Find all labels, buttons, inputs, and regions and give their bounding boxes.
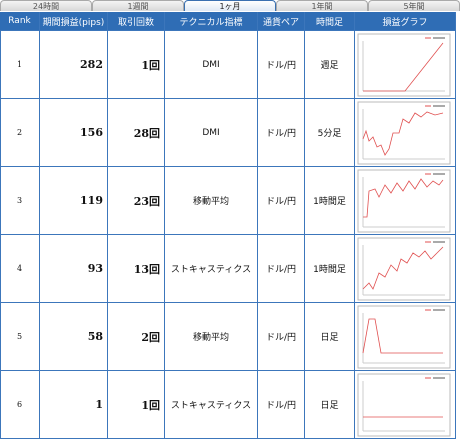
cell-rank: 4 (0, 235, 40, 303)
graph-legend (433, 376, 445, 379)
profit-graph (357, 33, 451, 96)
cell-pips: 156 (40, 99, 108, 167)
cell-pips: 282 (40, 31, 108, 99)
tab[interactable]: 1ヶ月 (184, 0, 276, 11)
graph-legend (433, 104, 445, 107)
cell-trades: 13回 (108, 235, 165, 303)
graph-frame (357, 305, 451, 368)
graph-frame (357, 101, 451, 164)
graph-cell (355, 371, 456, 439)
profit-graph (357, 101, 451, 164)
column-header: 通貨ペア (258, 12, 305, 31)
cell-rank: 5 (0, 303, 40, 371)
graph-cell (355, 235, 456, 303)
tab[interactable]: 24時間 (0, 0, 92, 11)
cell-timeframe: 日足 (305, 371, 355, 439)
cell-trades: 28回 (108, 99, 165, 167)
graph-legend (433, 172, 445, 175)
graph-line (363, 42, 444, 91)
cell-indicator: ストキャスティクス (165, 371, 258, 439)
cell-pair: ドル/円 (258, 31, 305, 99)
graph-cell (355, 303, 456, 371)
graph-legend (433, 308, 445, 311)
cell-pips: 93 (40, 235, 108, 303)
tab[interactable]: 1年間 (276, 0, 368, 11)
cell-trades: 1回 (108, 371, 165, 439)
graph-frame (357, 373, 451, 436)
cell-timeframe: 1時間足 (305, 167, 355, 235)
cell-trades: 23回 (108, 167, 165, 235)
profit-graph (357, 169, 451, 232)
cell-indicator: DMI (165, 99, 258, 167)
cell-indicator: ストキャスティクス (165, 235, 258, 303)
graph-cell (355, 31, 456, 99)
cell-rank: 3 (0, 167, 40, 235)
cell-pips: 58 (40, 303, 108, 371)
graph-line (362, 318, 443, 353)
graph-line (363, 177, 444, 217)
graph-line (362, 111, 444, 156)
graph-legend (433, 240, 445, 243)
profit-graph (357, 237, 451, 300)
graph-line (362, 246, 444, 290)
cell-pair: ドル/円 (258, 371, 305, 439)
profit-graph (357, 373, 451, 436)
column-header: 損益グラフ (355, 12, 456, 31)
column-header: テクニカル指標 (165, 12, 258, 31)
cell-timeframe: 1時間足 (305, 235, 355, 303)
tab[interactable]: 5年間 (368, 0, 460, 11)
cell-timeframe: 日足 (305, 303, 355, 371)
cell-trades: 1回 (108, 31, 165, 99)
tab[interactable]: 1週間 (92, 0, 184, 11)
graph-cell (355, 167, 456, 235)
cell-pair: ドル/円 (258, 235, 305, 303)
column-header: 期間損益(pips) (40, 12, 108, 31)
graph-legend (433, 36, 445, 39)
cell-trades: 2回 (108, 303, 165, 371)
graph-cell (355, 99, 456, 167)
cell-pair: ドル/円 (258, 99, 305, 167)
cell-rank: 1 (0, 31, 40, 99)
graph-frame (357, 237, 451, 300)
cell-timeframe: 5分足 (305, 99, 355, 167)
cell-indicator: DMI (165, 31, 258, 99)
column-header: 取引回数 (108, 12, 165, 31)
cell-rank: 6 (0, 371, 40, 439)
cell-pair: ドル/円 (258, 303, 305, 371)
column-header: Rank (0, 12, 40, 31)
graph-frame (357, 33, 451, 96)
cell-timeframe: 週足 (305, 31, 355, 99)
cell-indicator: 移動平均 (165, 167, 258, 235)
cell-pips: 119 (40, 167, 108, 235)
column-header: 時間足 (305, 12, 355, 31)
cell-indicator: 移動平均 (165, 303, 258, 371)
profit-graph (357, 305, 451, 368)
cell-pips: 1 (40, 371, 108, 439)
cell-pair: ドル/円 (258, 167, 305, 235)
graph-frame (357, 169, 451, 232)
cell-rank: 2 (0, 99, 40, 167)
